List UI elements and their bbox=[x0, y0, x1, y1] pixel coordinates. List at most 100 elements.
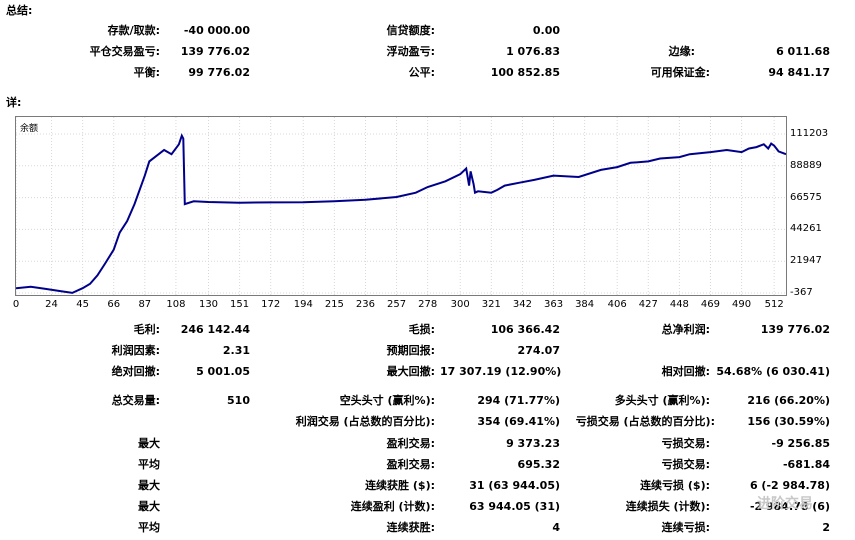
details-title: 详: bbox=[6, 96, 22, 109]
largest-loss-label: 亏损交易: bbox=[661, 437, 710, 450]
x-tick-label: 236 bbox=[355, 299, 375, 310]
equity-label: 公平: bbox=[408, 66, 435, 79]
y-tick-label: 44261 bbox=[790, 223, 822, 235]
profit-factor-label: 利润因素: bbox=[111, 344, 160, 357]
gross-loss-value: 106 366.42 bbox=[490, 323, 560, 336]
x-tick-label: 87 bbox=[138, 299, 152, 310]
watermark-text: 进阶交易 bbox=[757, 496, 813, 512]
free-margin-label: 可用保证金: bbox=[650, 66, 710, 79]
y-tick-label: 21947 bbox=[790, 255, 822, 267]
cons-losses-label: 连续亏损 ($): bbox=[640, 479, 710, 492]
margin-label: 边缘: bbox=[668, 45, 695, 58]
abs-drawdown-label: 绝对回撤: bbox=[111, 365, 160, 378]
cons-loss-label: 连续损失 (计数): bbox=[625, 500, 710, 513]
profit-trades-label: 利润交易 (占总数的百分比): bbox=[295, 415, 435, 428]
credit-value: 0.00 bbox=[532, 24, 560, 37]
avg-cons-losses-value: 2 bbox=[822, 521, 830, 534]
short-value: 294 (71.77%) bbox=[477, 394, 560, 407]
balance-label: 平衡: bbox=[133, 66, 160, 79]
cons-loss-value: -2 984.78 (6) bbox=[749, 500, 830, 513]
rel-drawdown-value: 54.68% (6 030.41) bbox=[716, 365, 830, 378]
row-max3-label: 最大 bbox=[138, 500, 160, 513]
x-tick-label: 257 bbox=[387, 299, 407, 310]
y-tick-label: 66575 bbox=[790, 191, 822, 203]
x-tick-label: 427 bbox=[638, 299, 658, 310]
max-drawdown-value: 17 307.19 (12.90%) bbox=[440, 365, 562, 378]
x-tick-label: 215 bbox=[324, 299, 344, 310]
short-label: 空头头寸 (赢利%): bbox=[339, 394, 435, 407]
closed-pl-value: 139 776.02 bbox=[180, 45, 250, 58]
cons-wins-value: 31 (63 944.05) bbox=[469, 479, 560, 492]
cons-profit-value: 63 944.05 (31) bbox=[469, 500, 560, 513]
x-tick-label: 130 bbox=[198, 299, 219, 310]
deposit-value: -40 000.00 bbox=[183, 24, 250, 37]
deposit-label: 存款/取款: bbox=[107, 24, 160, 37]
chart-title: 余额 bbox=[20, 124, 39, 134]
profit-factor-value: 2.31 bbox=[222, 344, 250, 357]
rel-drawdown-label: 相对回撤: bbox=[661, 365, 710, 378]
avg-cons-wins-value: 4 bbox=[552, 521, 560, 534]
largest-profit-label: 盈利交易: bbox=[386, 437, 435, 450]
largest-profit-value: 9 373.23 bbox=[506, 437, 560, 450]
cons-losses-value: 6 (-2 984.78) bbox=[749, 479, 830, 492]
gross-profit-label: 毛利: bbox=[133, 323, 160, 336]
gross-profit-value: 246 142.44 bbox=[180, 323, 250, 336]
cons-wins-label: 连续获胜 ($): bbox=[365, 479, 435, 492]
summary-title: 总结: bbox=[6, 4, 33, 17]
y-tick-label: 111203 bbox=[790, 128, 829, 139]
x-tick-label: 342 bbox=[512, 299, 532, 310]
x-tick-label: 384 bbox=[575, 299, 595, 310]
x-tick-label: 363 bbox=[543, 299, 564, 310]
x-tick-label: 300 bbox=[450, 299, 470, 310]
gross-loss-label: 毛损: bbox=[408, 323, 435, 336]
x-tick-label: 172 bbox=[261, 299, 281, 310]
row-avg2-label: 平均 bbox=[138, 521, 160, 534]
floating-pl-label: 浮动盈亏: bbox=[386, 45, 435, 58]
long-label: 多头头寸 (赢利%): bbox=[614, 394, 710, 407]
x-tick-label: 66 bbox=[107, 299, 121, 310]
avg-cons-losses-label: 连续亏损: bbox=[661, 521, 710, 534]
x-tick-label: 45 bbox=[76, 299, 89, 310]
balance-value: 99 776.02 bbox=[188, 66, 250, 79]
margin-value: 6 011.68 bbox=[776, 45, 830, 58]
x-tick-label: 448 bbox=[669, 299, 689, 310]
avg-loss-value: -681.84 bbox=[782, 458, 830, 471]
closed-pl-label: 平仓交易盈亏: bbox=[89, 45, 160, 58]
cons-profit-label: 连续盈利 (计数): bbox=[350, 500, 435, 513]
balance-line bbox=[15, 133, 787, 294]
row-max1-label: 最大 bbox=[138, 437, 160, 450]
loss-trades-value: 156 (30.59%) bbox=[747, 415, 830, 428]
avg-loss-label: 亏损交易: bbox=[661, 458, 710, 471]
x-tick-label: 490 bbox=[732, 299, 752, 310]
x-tick-label: 321 bbox=[481, 299, 501, 310]
equity-value: 100 852.85 bbox=[490, 66, 560, 79]
avg-cons-wins-label: 连续获胜: bbox=[386, 521, 435, 534]
floating-pl-value: 1 076.83 bbox=[506, 45, 560, 58]
long-value: 216 (66.20%) bbox=[747, 394, 830, 407]
expected-payoff-label: 预期回报: bbox=[386, 344, 435, 357]
x-tick-label: 151 bbox=[230, 299, 250, 310]
total-trades-value: 510 bbox=[227, 394, 250, 407]
balance-chart-svg bbox=[15, 117, 787, 295]
x-tick-label: 469 bbox=[700, 299, 721, 310]
expected-payoff-value: 274.07 bbox=[517, 344, 560, 357]
x-tick-label: 278 bbox=[418, 299, 438, 310]
row-max2-label: 最大 bbox=[138, 479, 160, 492]
free-margin-value: 94 841.17 bbox=[768, 66, 830, 79]
x-tick-label: 512 bbox=[764, 299, 784, 310]
balance-chart: 余额 bbox=[15, 116, 787, 296]
avg-profit-value: 695.32 bbox=[517, 458, 560, 471]
total-trades-label: 总交易量: bbox=[111, 394, 160, 407]
y-tick-label: 88889 bbox=[790, 159, 822, 171]
profit-trades-value: 354 (69.41%) bbox=[477, 415, 560, 428]
avg-profit-label: 盈利交易: bbox=[386, 458, 435, 471]
largest-loss-value: -9 256.85 bbox=[771, 437, 831, 450]
x-tick-label: 406 bbox=[607, 299, 627, 310]
x-tick-label: 24 bbox=[45, 299, 58, 310]
credit-label: 信贷额度: bbox=[386, 24, 435, 37]
row-avg1-label: 平均 bbox=[138, 458, 160, 471]
y-tick-label: -367 bbox=[790, 287, 813, 298]
x-tick-label: 108 bbox=[166, 299, 186, 310]
max-drawdown-label: 最大回撤: bbox=[386, 365, 435, 378]
x-tick-label: 194 bbox=[293, 299, 313, 310]
